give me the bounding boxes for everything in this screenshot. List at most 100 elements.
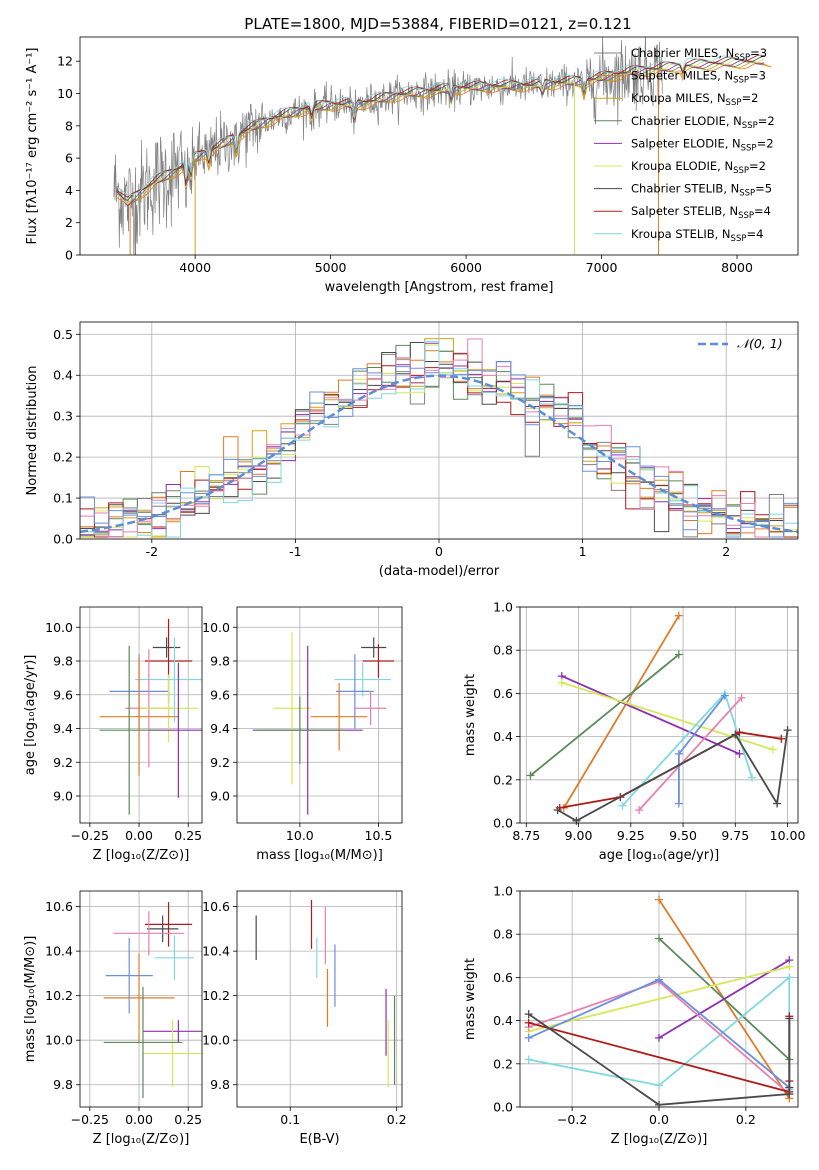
- y-tick-label: 0.6: [493, 970, 513, 985]
- errorbar-point: [142, 1020, 202, 1087]
- legend-label: Kroupa MILES, NSSP=2: [631, 91, 758, 108]
- x-tick-label: 4000: [179, 260, 211, 275]
- spectrum-panel: 4000 5000 6000 7000 8000 0 2 4 6 8 10 12 wavelength …: [25, 36, 799, 295]
- series-line: [658, 959, 790, 1039]
- x-axis-label: E(B-V): [299, 1132, 339, 1147]
- x-tick-label: 8.75: [512, 828, 540, 843]
- series-marker: [655, 1100, 663, 1109]
- series-line: [561, 681, 774, 751]
- series-line: [528, 965, 790, 1033]
- y-tick-label: 0.2: [53, 450, 73, 465]
- x-axis-label: Z [log₁₀(Z/Z⊙)]: [611, 1132, 708, 1147]
- y-axis-label: age [log₁₀(age/yr)]: [23, 655, 38, 776]
- y-tick-label: 10.2: [45, 988, 73, 1003]
- y-tick-label: 0.2: [493, 772, 513, 787]
- errorbar-point: [362, 644, 395, 678]
- errorbar-point: [103, 953, 175, 1043]
- series-marker: [557, 678, 566, 687]
- series-marker: [748, 773, 757, 782]
- y-tick-label: 9.6: [53, 687, 73, 702]
- y-axis-label: mass [log₁₀(M/M⊙)]: [23, 936, 38, 1063]
- series-marker: [785, 973, 794, 982]
- errorbar-point: [99, 657, 179, 776]
- x-tick-label: 9.75: [721, 828, 749, 843]
- y-tick-label: 0.0: [53, 532, 73, 547]
- x-tick-label: 0: [435, 544, 443, 559]
- y-tick-label: 2: [65, 215, 73, 230]
- errorbars: [252, 632, 395, 815]
- x-tick-label: 2: [722, 544, 730, 559]
- y-tick-label: 0.6: [493, 686, 513, 701]
- x-tick-label: 0.25: [174, 828, 202, 843]
- legend-label: Chabrier ELODIE, NSSP=2: [631, 114, 775, 131]
- errorbar-point: [255, 696, 344, 764]
- series-marker: [773, 799, 782, 808]
- series-marker: [785, 1014, 794, 1023]
- histograms: [80, 338, 798, 538]
- weight-series: [526, 611, 792, 825]
- series-marker: [785, 962, 794, 971]
- y-tick-label: 4: [65, 183, 73, 198]
- y-tick-label: 0.4: [493, 1013, 513, 1028]
- legend-label: Salpeter ELODIE, NSSP=2: [631, 136, 774, 153]
- legend-label: Salpeter STELIB, NSSP=4: [631, 204, 771, 221]
- x-tick-label: 10.00: [770, 828, 806, 843]
- series-line-data: [113, 37, 663, 255]
- series-marker: [526, 771, 535, 780]
- series-marker: [524, 1018, 533, 1027]
- spectrum-lines: [113, 37, 772, 255]
- residuals-panel: -2 -1 0 1 2 0.0 0.1 0.2 0.3 0.4 0.5 (data-model)/er…: [25, 321, 799, 579]
- y-tick-label: 9.2: [53, 755, 73, 770]
- errorbars: [255, 899, 396, 1087]
- y-tick-label: 10: [57, 86, 73, 101]
- series-marker: [783, 726, 792, 735]
- series-marker: [572, 816, 581, 825]
- series-marker: [768, 745, 777, 754]
- series-line-model: [116, 58, 765, 205]
- errorbar-point: [113, 911, 185, 956]
- axes-frame: [236, 606, 403, 824]
- series-line-model: [116, 55, 765, 202]
- series-marker: [674, 611, 683, 620]
- x-tick-label: 0.2: [736, 1112, 756, 1127]
- gauss-curve: [80, 374, 798, 534]
- histogram-series: [80, 361, 798, 538]
- y-tick-label: 9.2: [210, 755, 230, 770]
- y-tick-label: 10.4: [45, 944, 73, 959]
- x-tick-label: -1: [289, 544, 301, 559]
- y-tick-label: 10.0: [45, 1033, 73, 1048]
- series-marker: [674, 799, 683, 808]
- y-tick-label: 0.4: [493, 729, 513, 744]
- panels: 4000 5000 6000 7000 8000024681012wavelength …: [23, 36, 806, 1147]
- x-tick-label: 10.0: [286, 828, 314, 843]
- y-tick-label: 9.0: [210, 789, 230, 804]
- y-tick-label: 0.5: [53, 327, 73, 342]
- y-tick-label: 9.4: [210, 721, 230, 736]
- series-marker: [777, 734, 786, 743]
- series-line: [638, 697, 743, 811]
- x-axis-label: age [log₁₀(age/yr)]: [599, 848, 720, 863]
- figure-title: PLATE=1800, MJD=53884, FIBERID=0121, z=0…: [244, 15, 631, 33]
- x-tick-label: 0.25: [174, 1112, 202, 1127]
- series-marker: [737, 693, 746, 702]
- legend-label: Chabrier MILES, NSSP=3: [631, 46, 767, 63]
- y-tick-label: 10.2: [202, 988, 230, 1003]
- series-marker: [635, 806, 644, 815]
- legend-label: Kroupa STELIB, NSSP=4: [631, 227, 763, 244]
- y-tick-label: 9.8: [53, 1077, 73, 1092]
- weight_vs_Z-panel: −0.2 0.0 0.2 0.0 0.2 0.4 0.6 0.8 1.0 Z [log₁₀(Z/Z…: [463, 884, 799, 1147]
- y-tick-label: 0.0: [493, 1100, 513, 1115]
- legend-label: Salpeter MILES, NSSP=3: [631, 69, 766, 86]
- y-tick-label: 10.4: [202, 944, 230, 959]
- y-tick-label: 12: [57, 54, 73, 69]
- errorbar-point: [146, 915, 179, 943]
- y-tick-label: 10.0: [45, 620, 73, 635]
- y-axis-label: mass weight: [463, 958, 478, 1040]
- axes-frame: [79, 321, 799, 540]
- series-marker: [655, 975, 663, 984]
- errorbar-point: [273, 632, 311, 785]
- y-axis-label: mass weight: [463, 674, 478, 756]
- legend-label: Chabrier STELIB, NSSP=5: [631, 182, 772, 199]
- y-tick-label: 6: [65, 151, 73, 166]
- errorbar-point: [310, 682, 368, 751]
